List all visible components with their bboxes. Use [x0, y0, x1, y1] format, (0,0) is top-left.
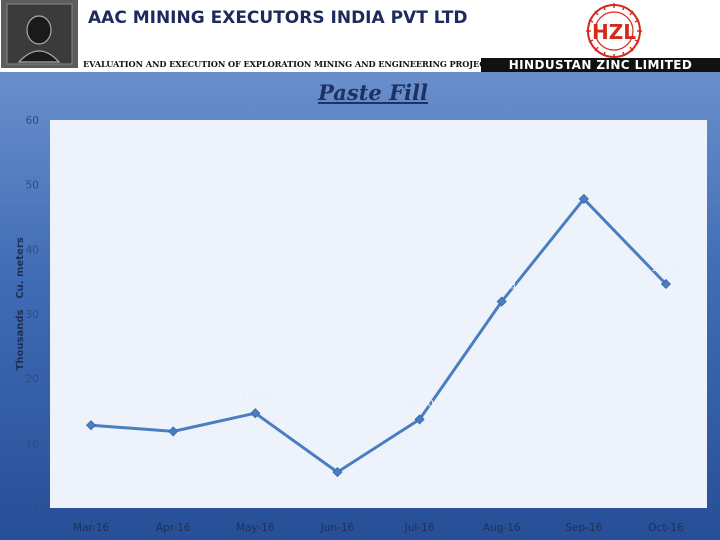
data-point-marker [578, 193, 589, 204]
y-tick-label: 20 [26, 374, 39, 386]
y-tick-label: 40 [26, 244, 39, 256]
data-point-marker [496, 296, 507, 307]
data-label: 11.84 [159, 410, 188, 421]
y-axis-ticks: 0 10 20 30 40 50 60 [26, 115, 39, 515]
y-tick-label: 30 [26, 309, 39, 321]
data-label: 31.93 [487, 281, 516, 292]
y-tick-label: 0 [32, 503, 39, 515]
company-logo-icon [1, 0, 78, 68]
y-tick-label: 60 [26, 115, 39, 127]
series-line [90, 197, 667, 474]
data-point-marker [332, 467, 343, 478]
x-tick-label: Aug-16 [483, 522, 521, 534]
plot-area [50, 120, 707, 508]
x-axis-ticks: Mar-16 Apr-16 May-16 Jun-16 Jul-16 Aug-16 Sep-… [73, 522, 684, 534]
data-label: 47.80 [569, 178, 598, 189]
partner-name: HINDUSTAN ZINC LIMITED [508, 58, 693, 72]
data-point-marker [414, 414, 425, 425]
y-tick-label: 10 [26, 438, 39, 450]
x-tick-label: Oct-16 [648, 522, 684, 534]
data-point-marker [168, 426, 179, 437]
y-axis-unit: Cu. meters [15, 237, 26, 298]
x-tick-label: May-16 [236, 522, 275, 534]
partner-name-bar [481, 58, 720, 72]
slide-header: AAC MINING EXECUTORS INDIA PVT LTD EVALU… [0, 0, 720, 72]
data-labels: 12.80 11.84 14.66 5.55 13.70 31.93 47.80 34.64 [77, 178, 681, 462]
chart-title: Paste Fill [318, 80, 428, 105]
x-tick-label: Mar-16 [73, 522, 110, 534]
data-label: 12.80 [77, 404, 106, 415]
y-axis-title: Thousands [15, 310, 26, 371]
x-tick-label: Jun-16 [320, 522, 355, 534]
data-label: 14.66 [241, 392, 270, 403]
paste-fill-series [85, 193, 672, 478]
data-label: 5.55 [326, 451, 348, 462]
data-label: 13.70 [405, 398, 434, 409]
data-point-marker [250, 408, 261, 419]
data-point-marker [660, 278, 672, 290]
company-name: AAC MINING EXECUTORS INDIA PVT LTD [88, 8, 468, 28]
x-tick-label: Apr-16 [156, 522, 191, 534]
x-tick-label: Sep-16 [565, 522, 602, 534]
hzl-logo-icon: HZL [586, 3, 642, 59]
data-label: 34.64 [652, 263, 681, 274]
y-tick-label: 50 [26, 180, 39, 192]
x-tick-label: Jul-16 [404, 522, 435, 534]
company-tagline: EVALUATION AND EXECUTION OF EXPLORATION … [83, 59, 498, 69]
data-point-marker [85, 420, 97, 431]
hzl-logo-text: HZL [592, 20, 636, 44]
